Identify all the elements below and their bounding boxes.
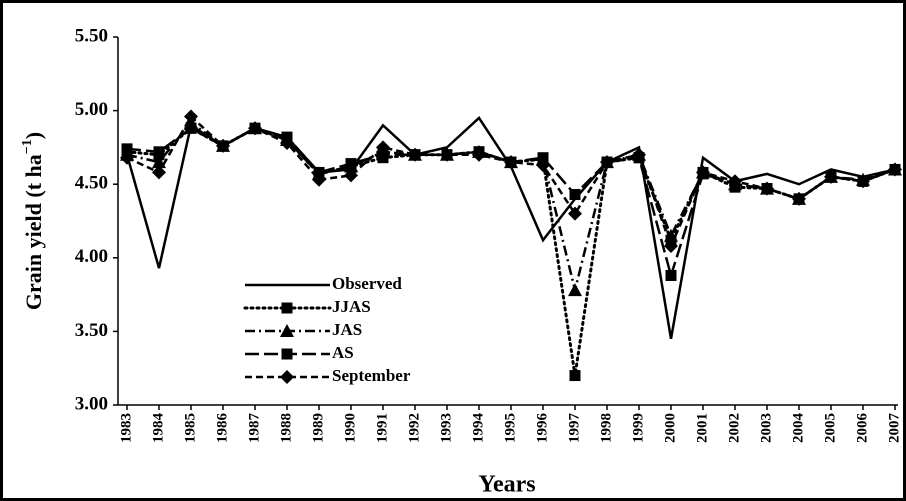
x-tick-label: 1990 bbox=[342, 413, 358, 443]
x-tick-label: 1986 bbox=[214, 413, 230, 444]
x-tick-label: 1994 bbox=[470, 413, 486, 444]
marker bbox=[632, 147, 646, 162]
y-tick-label: 4.50 bbox=[75, 173, 108, 194]
y-axis-title-suffix: ) bbox=[21, 132, 46, 139]
marker bbox=[376, 140, 390, 155]
x-tick-label: 1991 bbox=[374, 413, 390, 443]
marker bbox=[536, 158, 550, 173]
marker bbox=[120, 150, 134, 165]
x-axis-title: Years bbox=[478, 472, 535, 498]
marker bbox=[888, 162, 902, 177]
x-tick-label: 1984 bbox=[150, 413, 166, 444]
marker bbox=[568, 206, 582, 221]
legend-label: JAS bbox=[332, 320, 362, 339]
marker bbox=[408, 147, 422, 162]
marker bbox=[568, 283, 582, 297]
marker bbox=[472, 147, 486, 162]
marker bbox=[377, 149, 389, 161]
marker bbox=[344, 168, 358, 183]
marker bbox=[248, 121, 262, 136]
marker bbox=[665, 269, 677, 281]
marker bbox=[281, 302, 293, 314]
marker bbox=[504, 155, 518, 170]
marker bbox=[312, 172, 326, 187]
x-tick-label: 1989 bbox=[310, 413, 326, 443]
marker bbox=[184, 109, 198, 124]
y-tick-label: 5.50 bbox=[75, 25, 108, 46]
marker bbox=[696, 165, 710, 180]
legend-label: AS bbox=[332, 343, 354, 362]
legend-marker bbox=[280, 324, 294, 337]
marker bbox=[152, 165, 166, 180]
x-tick-label: 1997 bbox=[566, 413, 582, 444]
x-tick-label: 2004 bbox=[790, 413, 806, 444]
y-axis-title-text: Grain yield (t ha bbox=[21, 154, 46, 310]
y-tick-label: 4.00 bbox=[75, 246, 108, 267]
x-tick-label: 2001 bbox=[694, 413, 710, 443]
marker bbox=[345, 158, 357, 170]
x-tick-label: 1988 bbox=[278, 413, 294, 443]
marker bbox=[121, 143, 133, 155]
marker bbox=[792, 191, 806, 206]
y-tick-label: 3.00 bbox=[75, 393, 108, 414]
x-tick-label: 1992 bbox=[406, 413, 422, 443]
x-tick-label: 2003 bbox=[758, 413, 774, 443]
marker bbox=[537, 152, 549, 164]
y-axis-title-sup: −1 bbox=[20, 139, 35, 154]
legend-marker bbox=[281, 348, 293, 360]
y-axis-title: Grain yield (t ha−1) bbox=[20, 132, 46, 310]
marker bbox=[856, 174, 870, 189]
x-tick-label: 1995 bbox=[502, 413, 518, 443]
marker bbox=[760, 181, 774, 196]
marker bbox=[280, 370, 294, 384]
x-tick-label: 2000 bbox=[662, 413, 678, 443]
legend-label: Observed bbox=[332, 274, 402, 293]
marker bbox=[824, 169, 838, 184]
y-tick-label: 5.00 bbox=[75, 99, 108, 120]
x-tick-label: 1999 bbox=[630, 413, 646, 443]
x-tick-label: 2006 bbox=[854, 413, 870, 444]
x-tick-label: 1985 bbox=[182, 413, 198, 443]
marker bbox=[153, 146, 165, 158]
marker bbox=[313, 166, 325, 178]
marker bbox=[664, 239, 678, 254]
marker bbox=[569, 370, 581, 382]
x-tick-label: 2002 bbox=[726, 413, 742, 443]
legend-marker bbox=[280, 370, 294, 384]
marker bbox=[152, 155, 166, 169]
marker bbox=[280, 324, 294, 337]
legend-label: September bbox=[332, 366, 411, 385]
marker bbox=[281, 348, 293, 360]
x-tick-label: 1983 bbox=[118, 413, 134, 443]
marker bbox=[569, 189, 581, 201]
x-tick-label: 1987 bbox=[246, 413, 262, 444]
marker bbox=[216, 138, 230, 153]
marker bbox=[280, 135, 294, 150]
x-tick-label: 1996 bbox=[534, 413, 550, 444]
marker bbox=[185, 122, 197, 134]
marker bbox=[728, 174, 742, 189]
marker bbox=[600, 155, 614, 170]
legend-label: JJAS bbox=[332, 297, 371, 316]
x-tick-label: 1998 bbox=[598, 413, 614, 443]
x-tick-label: 1993 bbox=[438, 413, 454, 443]
y-tick-label: 3.50 bbox=[75, 320, 108, 341]
x-tick-label: 2005 bbox=[822, 413, 838, 443]
x-tick-label: 2007 bbox=[886, 413, 902, 444]
legend-marker bbox=[281, 302, 293, 314]
marker bbox=[440, 147, 454, 162]
